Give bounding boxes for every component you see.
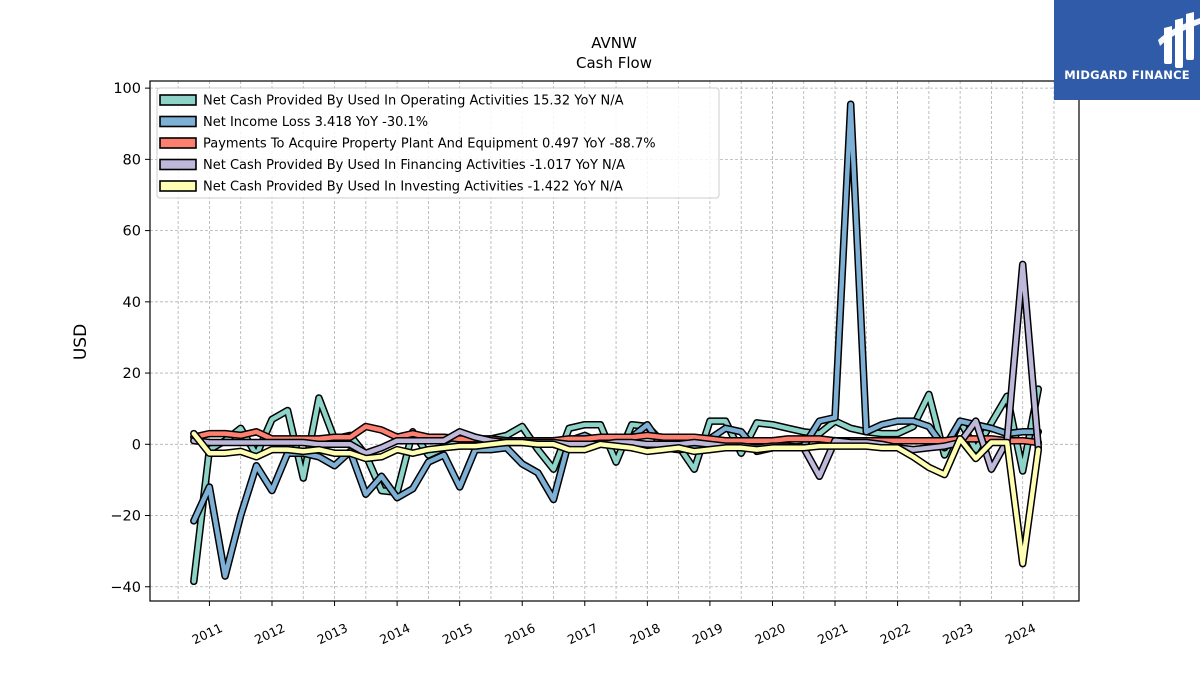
y-tick-label: 100 <box>113 81 141 97</box>
stylized-M-bars-icon <box>1158 12 1200 68</box>
y-tick-label: 20 <box>123 366 141 382</box>
x-tick-label: 2020 <box>753 620 788 647</box>
legend-swatch <box>159 180 197 192</box>
x-ticks: 2011 2012 2013 2014 2015 2016 2017 2018 2019 2020… <box>190 601 1038 647</box>
x-tick-label: 2022 <box>878 620 913 647</box>
x-tick-label: 2023 <box>940 620 975 647</box>
plot-frame <box>149 80 1080 602</box>
x-tick-label: 2017 <box>565 620 600 647</box>
legend-label: Net Cash Provided By Used In Investing A… <box>203 180 623 195</box>
legend-label: Net Income Loss 3.418 YoY -30.1% <box>203 115 428 130</box>
x-tick-label: 2018 <box>627 620 662 647</box>
brand-logo: MIDGARD FINANCE <box>1054 0 1200 100</box>
x-tick-label: 2014 <box>377 620 412 647</box>
x-tick-label: 2015 <box>440 620 475 647</box>
series-group <box>190 100 1043 586</box>
y-axis-label: USD <box>71 324 91 360</box>
legend-swatch <box>159 137 197 149</box>
y-tick-label: 60 <box>123 224 141 240</box>
chart-subtitle: Cash Flow <box>576 54 652 72</box>
x-tick-label: 2011 <box>190 620 225 647</box>
legend-box <box>156 87 720 199</box>
legend-swatch <box>159 115 197 128</box>
y-tick-label: −40 <box>110 580 141 596</box>
x-tick-label: 2013 <box>315 620 350 647</box>
y-tick-label: 0 <box>132 437 141 453</box>
chart-title: AVNW <box>591 34 637 52</box>
x-tick-label: 2012 <box>252 620 287 647</box>
y-tick-label: −20 <box>110 509 141 525</box>
legend: Net Cash Provided By Used In Operating A… <box>156 87 720 199</box>
series-line-2 <box>191 424 1041 445</box>
legend-label: Net Cash Provided By Used In Financing A… <box>203 158 625 173</box>
series-line-4 <box>191 431 1041 566</box>
y-ticks: −40 −20 0 20 40 60 80 100 <box>110 81 150 596</box>
x-tick-label: 2019 <box>690 620 725 647</box>
x-tick-label: 2024 <box>1003 620 1038 647</box>
y-tick-label: 40 <box>123 295 141 311</box>
brand-name: MIDGARD FINANCE <box>1064 68 1190 82</box>
legend-swatch <box>159 158 197 171</box>
y-tick-label: 80 <box>123 152 141 168</box>
legend-label: Net Cash Provided By Used In Operating A… <box>203 94 624 109</box>
x-tick-label: 2021 <box>815 620 850 647</box>
x-tick-label: 2016 <box>502 620 537 647</box>
legend-swatch <box>159 94 197 106</box>
legend-label: Payments To Acquire Property Plant And E… <box>203 137 656 152</box>
